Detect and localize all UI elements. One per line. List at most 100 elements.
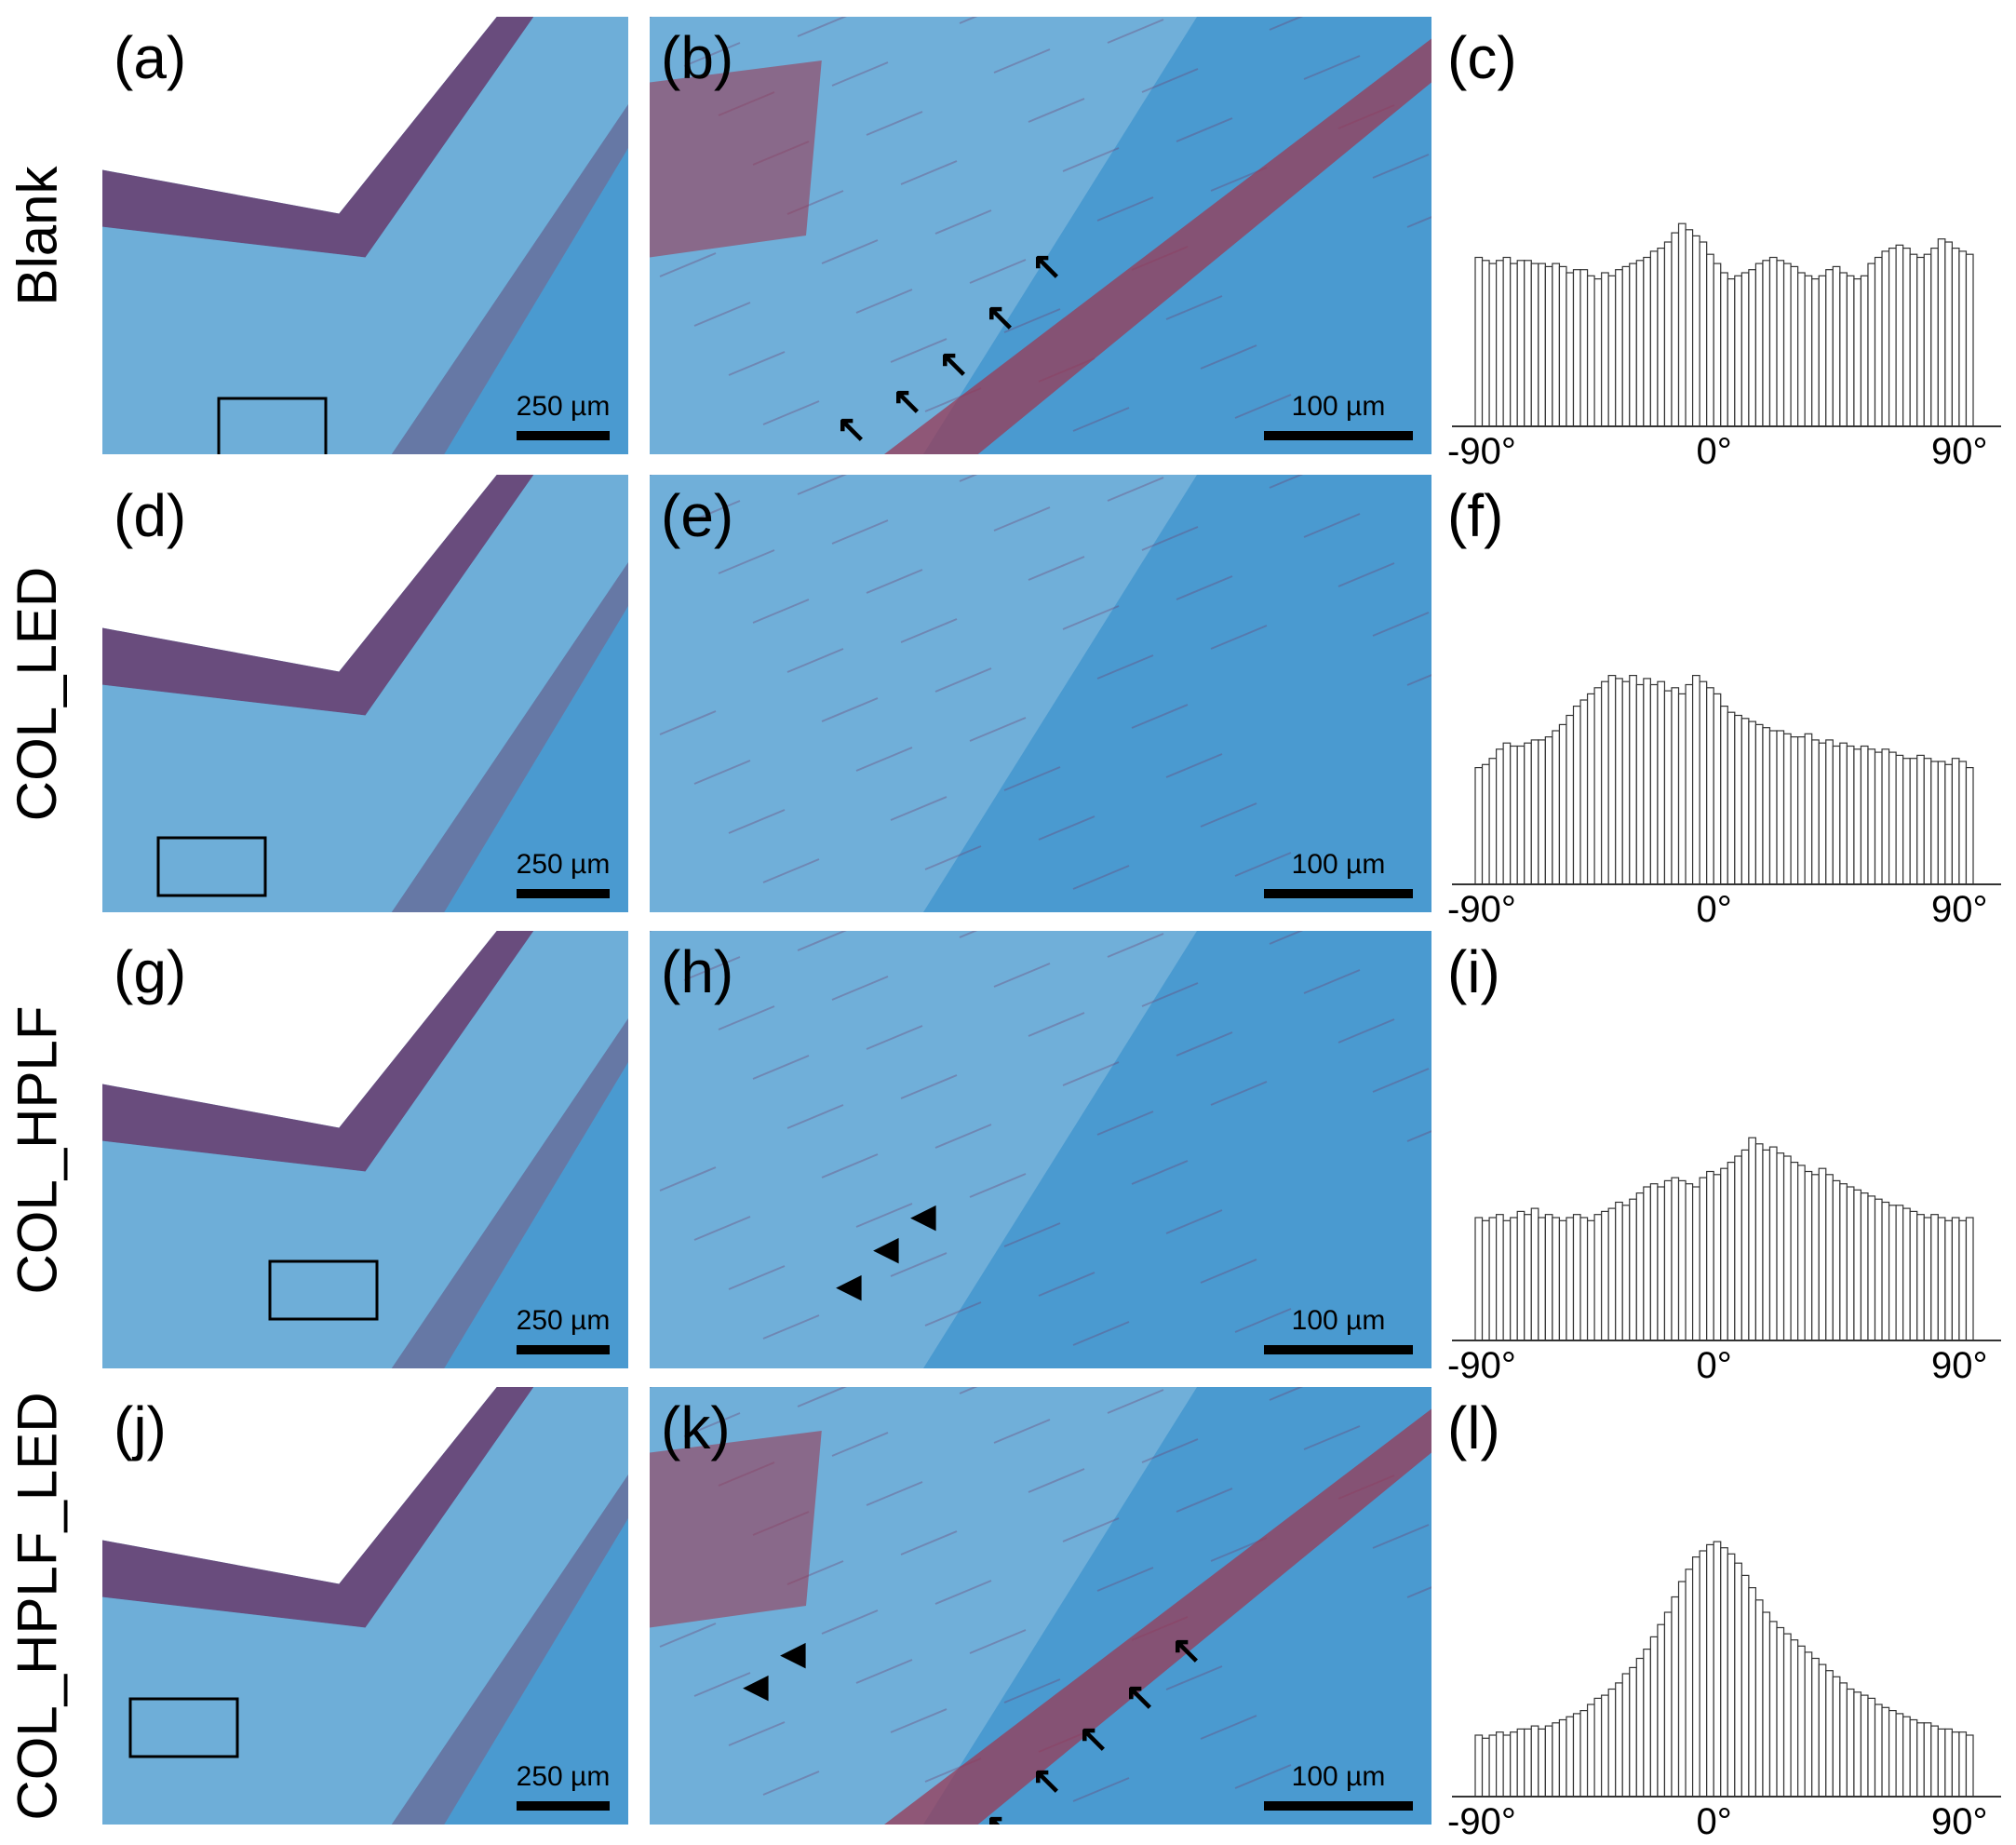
panel-label: (a) bbox=[114, 24, 187, 91]
histogram-bar bbox=[1754, 263, 1764, 427]
histogram-bar bbox=[1860, 745, 1869, 885]
histogram-bar bbox=[1544, 736, 1553, 885]
histogram-bar bbox=[1965, 1734, 1974, 1798]
histogram-bar bbox=[1727, 1162, 1736, 1341]
histogram-bar bbox=[1720, 272, 1728, 427]
histogram-bar bbox=[1691, 235, 1700, 427]
orientation-histogram: (i) -90° 0° 90° bbox=[1447, 931, 2006, 1386]
histogram-bar bbox=[1825, 1174, 1834, 1341]
histogram-bar bbox=[1558, 723, 1567, 885]
histogram-bar bbox=[1474, 256, 1484, 427]
histogram-bar bbox=[1930, 1214, 1939, 1341]
histogram-bar bbox=[1699, 1550, 1708, 1798]
histogram-bar bbox=[1782, 263, 1792, 427]
histogram-bar bbox=[1853, 278, 1862, 427]
histogram-bar bbox=[1615, 678, 1623, 885]
histogram-bar bbox=[1839, 1183, 1848, 1341]
histogram-bar bbox=[1713, 693, 1722, 885]
histogram-bar bbox=[1832, 265, 1841, 427]
panel-label: (j) bbox=[114, 1394, 167, 1461]
panel-label: (e) bbox=[661, 482, 734, 549]
histogram-bar bbox=[1615, 1682, 1623, 1798]
histogram-bar bbox=[1797, 736, 1806, 885]
arrowhead-marker: ◀ bbox=[910, 1196, 936, 1234]
orientation-histogram: (f) -90° 0° 90° bbox=[1447, 475, 2006, 930]
histogram-bar bbox=[1621, 265, 1631, 427]
orientation-histogram: (c) -90° 0° 90° bbox=[1447, 17, 2006, 472]
histogram-bar bbox=[1768, 1146, 1778, 1341]
histogram-bar bbox=[1930, 248, 1939, 427]
histogram-bar bbox=[1538, 1728, 1546, 1798]
histogram-bar bbox=[1909, 253, 1918, 427]
histogram-bar bbox=[1923, 1217, 1932, 1341]
histogram-bar bbox=[1958, 1731, 1968, 1798]
inset-box bbox=[217, 397, 328, 454]
scale-label: 100 µm bbox=[1291, 1305, 1386, 1336]
histogram-bar bbox=[1881, 1201, 1890, 1341]
histogram-bar bbox=[1818, 742, 1827, 885]
scale-label: 100 µm bbox=[1291, 391, 1386, 422]
histogram-bar bbox=[1481, 763, 1490, 885]
histogram-bar bbox=[1643, 678, 1651, 885]
histogram-bar bbox=[1496, 1214, 1504, 1341]
histogram-bar bbox=[1727, 1553, 1736, 1798]
histogram-bar bbox=[1818, 1167, 1827, 1341]
histogram-bar bbox=[1685, 683, 1694, 885]
histogram-bar bbox=[1572, 1214, 1581, 1341]
histogram-bar bbox=[1691, 1186, 1700, 1341]
histogram-bar bbox=[1958, 761, 1968, 885]
histogram-bar bbox=[1530, 739, 1539, 885]
histogram-bar bbox=[1825, 739, 1834, 885]
histogram-bar bbox=[1944, 1219, 1953, 1341]
histogram-bar bbox=[1635, 1657, 1645, 1798]
histogram-bar bbox=[1663, 1611, 1673, 1798]
histogram-bar bbox=[1510, 745, 1518, 885]
panel-label: (h) bbox=[661, 938, 734, 1005]
histogram-bar bbox=[1958, 1219, 1968, 1341]
histogram-bar bbox=[1510, 263, 1518, 427]
histogram-bar bbox=[1530, 1725, 1539, 1798]
histogram-bar bbox=[1677, 1179, 1687, 1341]
histogram-bar bbox=[1474, 767, 1484, 885]
histogram-bar bbox=[1677, 222, 1687, 427]
histogram-bar bbox=[1552, 263, 1561, 427]
histogram-bar bbox=[1530, 1207, 1539, 1341]
histogram-bar bbox=[1586, 1704, 1595, 1798]
arrow-marker: ↖ bbox=[1124, 1677, 1156, 1717]
histogram-bar bbox=[1488, 1217, 1498, 1341]
histogram-bar bbox=[1691, 1556, 1700, 1798]
histogram-bar bbox=[1825, 1670, 1834, 1798]
histogram-bar bbox=[1776, 1626, 1785, 1798]
histogram-bar bbox=[1516, 260, 1525, 427]
histogram-bar bbox=[1657, 1186, 1666, 1341]
arrow-marker: ↖ bbox=[892, 381, 923, 422]
histogram-bar bbox=[1572, 269, 1581, 427]
histogram-bar bbox=[1748, 269, 1757, 427]
histogram-bar bbox=[1916, 256, 1925, 427]
histogram-bar bbox=[1713, 1541, 1722, 1798]
histogram-bar bbox=[1671, 1596, 1680, 1798]
histogram-bar bbox=[1593, 1697, 1603, 1798]
histogram-bar bbox=[1510, 1217, 1518, 1341]
row-label-text: COL_HPLF bbox=[6, 1004, 69, 1295]
histogram-bar bbox=[1888, 1710, 1897, 1798]
histogram-bar bbox=[1671, 687, 1680, 885]
histogram-bar bbox=[1713, 1174, 1722, 1341]
histogram-bar bbox=[1734, 1155, 1742, 1341]
histogram-bar bbox=[1874, 751, 1883, 885]
histogram-bar bbox=[1888, 248, 1897, 427]
histogram-bar bbox=[1895, 754, 1904, 885]
x-tick-label: 90° bbox=[1931, 1801, 1988, 1842]
arrow-marker: ↖ bbox=[985, 297, 1016, 338]
histogram-bar bbox=[1657, 680, 1666, 885]
scale-bar bbox=[517, 1801, 610, 1811]
histogram-bar bbox=[1635, 1192, 1645, 1341]
histogram-bar bbox=[1524, 1214, 1532, 1341]
histogram-bar bbox=[1607, 675, 1617, 885]
histogram-bar bbox=[1488, 758, 1498, 885]
histogram-bar bbox=[1923, 253, 1932, 427]
histogram-bar bbox=[1768, 256, 1778, 427]
x-tick-label: 0° bbox=[1696, 431, 1732, 472]
histogram-bar bbox=[1579, 269, 1589, 427]
histogram-bar bbox=[1951, 248, 1960, 427]
